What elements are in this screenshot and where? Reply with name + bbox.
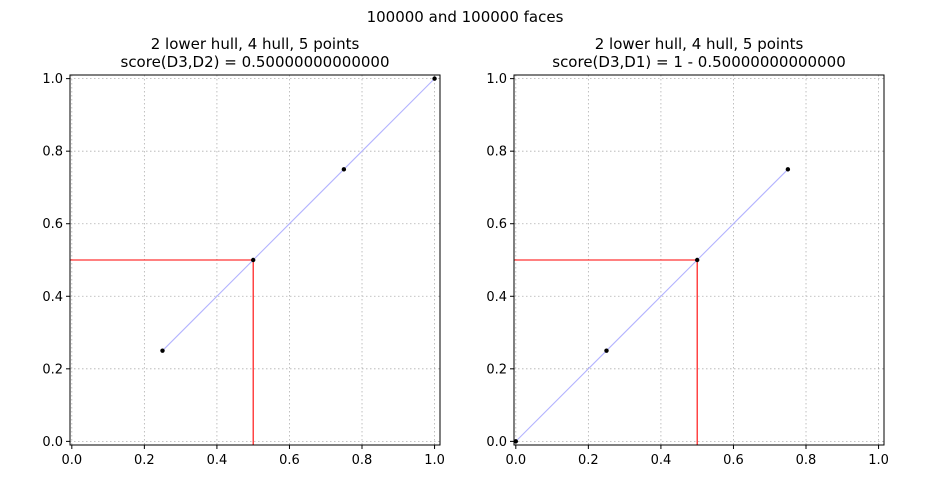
y-tick-label: 0.4 [486, 290, 507, 305]
left-subplot: 2 lower hull, 4 hull, 5 pointsscore(D3,D… [42, 35, 445, 468]
data-point [513, 439, 519, 444]
data-point [694, 257, 700, 263]
data-point [250, 257, 256, 263]
data-point [604, 348, 609, 353]
axes-frame [513, 74, 885, 446]
subplot-title-line1: 2 lower hull, 4 hull, 5 points [595, 35, 804, 53]
data-point [432, 76, 437, 81]
data-point [785, 167, 791, 172]
data-point [160, 348, 165, 353]
subplot-title-line2: score(D3,D2) = 0.50000000000000 [121, 53, 390, 71]
y-tick-label: 0.4 [42, 290, 63, 305]
y-tick-label: 0.6 [486, 217, 507, 232]
x-tick-label: 1.0 [868, 453, 889, 468]
x-tick-label: 0.8 [796, 453, 817, 468]
x-tick-label: 0.0 [61, 453, 82, 468]
y-tick-label: 1.0 [486, 72, 507, 87]
x-tick-label: 0.2 [134, 453, 155, 468]
x-tick-label: 0.0 [505, 453, 526, 468]
right-subplot: 2 lower hull, 4 hull, 5 pointsscore(D3,D… [486, 35, 889, 468]
hull-line [162, 78, 435, 352]
subplot-title-line2: score(D3,D1) = 1 - 0.50000000000000 [552, 53, 845, 71]
y-tick-label: 0.8 [42, 145, 63, 160]
data-point [341, 167, 347, 172]
y-tick-label: 0.0 [42, 435, 63, 450]
x-tick-label: 1.0 [424, 453, 445, 468]
figure-suptitle: 100000 and 100000 faces [367, 8, 564, 26]
x-tick-label: 0.4 [207, 453, 228, 468]
subplot-title-line1: 2 lower hull, 4 hull, 5 points [151, 35, 360, 53]
y-tick-label: 0.0 [486, 435, 507, 450]
y-tick-label: 0.8 [486, 145, 507, 160]
x-tick-label: 0.4 [651, 453, 672, 468]
x-tick-label: 0.6 [723, 453, 744, 468]
x-tick-label: 0.2 [578, 453, 599, 468]
x-tick-label: 0.6 [279, 453, 300, 468]
hull-line [515, 168, 789, 442]
axes-frame [69, 74, 441, 446]
y-tick-label: 0.2 [42, 362, 63, 377]
y-tick-label: 1.0 [42, 72, 63, 87]
x-tick-label: 0.8 [352, 453, 373, 468]
y-tick-label: 0.2 [486, 362, 507, 377]
y-tick-label: 0.6 [42, 217, 63, 232]
